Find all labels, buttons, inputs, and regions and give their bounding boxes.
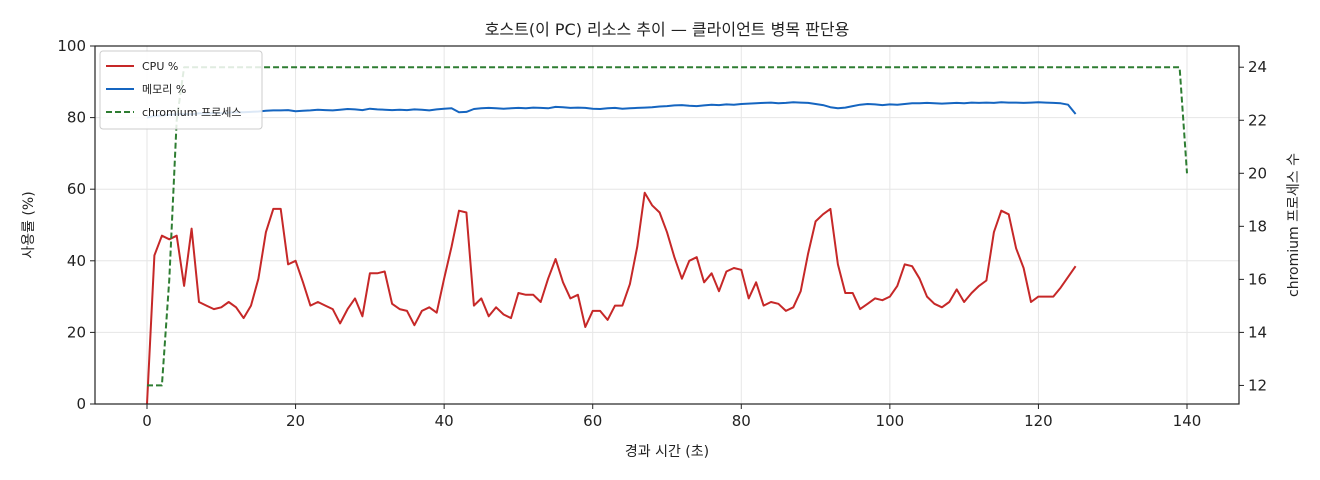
grid [95,45,1239,405]
x-tick-label: 0 [142,412,152,430]
x-axis-label: 경과 시간 (초) [625,444,709,460]
y-tick-label: 60 [67,180,86,198]
chart-title: 호스트(이 PC) 리소스 추이 — 클라이언트 병목 판단용 [485,20,850,39]
legend-label-1: 메모리 % [142,83,186,96]
x-tick-label: 60 [583,412,602,430]
x-tick-label: 100 [876,412,905,430]
x-tick-label: 80 [732,412,751,430]
y-tick-label: 0 [76,395,86,413]
legend-label-0: CPU % [142,60,178,73]
y2-tick-label: 18 [1248,217,1267,235]
y2-axis-label: chromium 프로세스 수 [1286,153,1302,297]
series-line-2 [147,66,1188,387]
x-tick-label: 140 [1173,412,1202,430]
plot-frame [94,45,1240,405]
y2-tick-label: 16 [1248,270,1267,288]
y-axis-label: 사용률 (%) [21,191,37,258]
series-line-1 [146,101,1077,119]
y2-tick-label: 20 [1248,164,1267,182]
y-tick-label: 20 [67,323,86,341]
legend-box [99,50,263,130]
y-tick-label: 80 [67,109,86,127]
y-tick-label: 100 [57,37,86,55]
y2-tick-label: 12 [1248,376,1267,394]
legend-label-2: chromium 프로세스 [142,106,241,119]
y-tick-label: 40 [67,252,86,270]
y2-tick-label: 14 [1248,323,1267,341]
x-tick-label: 120 [1024,412,1053,430]
x-axis: 0 20 40 60 80 100 120 140 [142,404,1201,430]
y-axis-left: 0 20 40 60 80 100 [57,37,95,413]
y2-tick-label: 22 [1248,111,1267,129]
y-axis-right: 12 14 16 18 20 22 24 [1239,58,1267,394]
x-tick-label: 40 [435,412,454,430]
legend: CPU % 메모리 % chromium 프로세스 [99,50,263,130]
y2-tick-label: 24 [1248,58,1267,76]
series-line-0 [146,191,1077,405]
x-tick-label: 20 [286,412,305,430]
